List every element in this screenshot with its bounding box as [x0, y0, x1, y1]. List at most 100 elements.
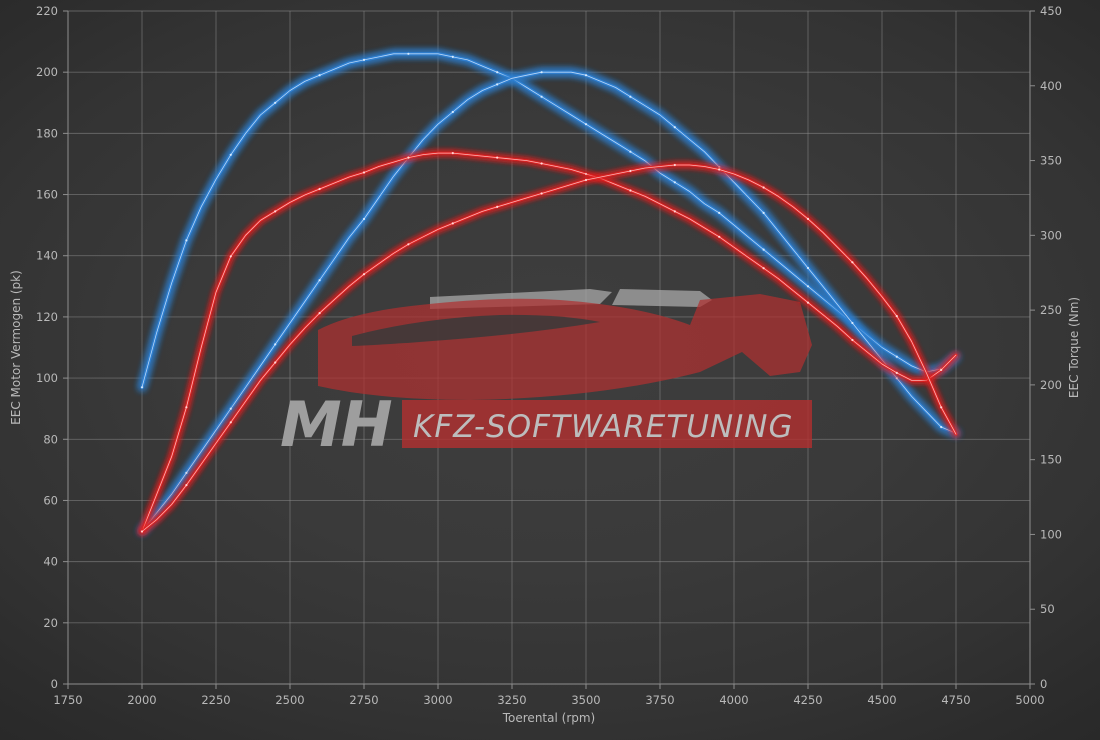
data-point-marker	[229, 255, 232, 258]
data-point-marker	[140, 386, 144, 389]
watermark-tagline: KFZ-SOFTWARETUNING	[413, 409, 794, 445]
data-point-marker	[584, 172, 588, 176]
data-point-marker	[851, 321, 854, 325]
data-point-marker	[274, 343, 277, 346]
axis-tick-label: 200	[36, 65, 58, 79]
data-point-marker	[895, 371, 898, 374]
axis-tick-label: 4750	[941, 693, 970, 707]
data-point-marker	[673, 181, 676, 184]
axis-tick-label: 2000	[127, 693, 156, 707]
series-core	[141, 71, 957, 532]
axis-tick-label: 5000	[1015, 693, 1044, 707]
axis-tick-label: 0	[51, 677, 58, 691]
car-silhouette-body	[318, 294, 812, 400]
data-point-marker	[718, 235, 721, 238]
data-point-marker	[806, 285, 810, 288]
data-point-marker	[540, 162, 543, 165]
data-point-marker	[762, 248, 765, 251]
data-point-marker	[629, 95, 632, 98]
axis-tick-label: 4250	[793, 693, 822, 707]
watermark: MH KFZ-SOFTWARETUNING	[280, 289, 812, 461]
axis-tick-label: 300	[1040, 228, 1062, 242]
car-silhouette-window	[352, 314, 600, 346]
watermark-banner	[402, 400, 812, 448]
data-point-marker	[851, 338, 854, 342]
series-core	[141, 164, 957, 532]
data-point-marker	[806, 266, 810, 270]
data-point-marker	[451, 152, 454, 155]
series-core	[141, 152, 957, 532]
data-point-marker	[540, 71, 543, 74]
data-point-marker	[185, 484, 188, 487]
data-point-marker	[407, 156, 410, 159]
data-point-marker	[407, 52, 410, 55]
axis-tick-label: EEC Motor Vermogen (pk)	[9, 270, 23, 425]
data-point-marker	[362, 273, 366, 276]
axis-tick-label: 4000	[719, 693, 748, 707]
axis-tick-label: 60	[43, 493, 58, 507]
data-point-marker	[895, 315, 898, 318]
axis-tick-label: 1750	[53, 693, 82, 707]
axis-tick-label: 120	[36, 310, 58, 324]
data-point-marker	[229, 407, 232, 410]
axis-tick-label: 100	[36, 371, 58, 385]
data-point-marker	[584, 123, 588, 126]
data-point-marker	[718, 168, 721, 171]
axis-tick-label: 200	[1040, 378, 1062, 392]
data-point-marker	[762, 267, 765, 270]
data-point-marker	[407, 243, 410, 246]
data-point-marker	[318, 279, 321, 282]
data-point-marker	[318, 74, 321, 77]
data-point-marker	[806, 301, 810, 304]
series-curves	[138, 50, 960, 535]
axis-tick-label: 2250	[201, 693, 230, 707]
axis-tick-label: 250	[1040, 303, 1062, 317]
axis-tick-label: 3000	[423, 693, 452, 707]
data-point-marker	[940, 425, 943, 429]
axis-tick-label: 160	[36, 188, 58, 202]
axis-tick-label: 0	[1040, 677, 1047, 691]
data-point-marker	[185, 239, 188, 242]
data-point-marker	[540, 95, 543, 98]
axis-tick-label: 20	[43, 616, 58, 630]
data-point-marker	[496, 83, 499, 86]
axes: 1750 2000 2250 2500 2750 3000 3250 3500 3750 4000…	[9, 4, 1081, 725]
data-point-marker	[673, 126, 676, 129]
data-point-marker	[185, 471, 188, 474]
data-point-marker	[718, 211, 721, 214]
data-point-marker	[673, 210, 676, 213]
data-point-marker	[940, 368, 943, 371]
data-point-marker	[762, 186, 765, 189]
axis-tick-label: 4500	[867, 693, 896, 707]
series-core	[141, 53, 957, 388]
data-point-marker	[496, 156, 499, 159]
data-point-marker	[140, 530, 144, 533]
data-point-marker	[629, 169, 632, 173]
data-point-marker	[540, 192, 543, 195]
axis-tick-label: 150	[1040, 453, 1062, 467]
data-point-marker	[229, 153, 232, 156]
data-point-marker	[629, 189, 632, 192]
axis-tick-label: Toerental (rpm)	[502, 711, 595, 725]
data-point-marker	[762, 211, 765, 214]
axis-tick-label: 100	[1040, 527, 1062, 541]
car-silhouette-rear-glass	[612, 289, 712, 307]
data-point-marker	[185, 406, 188, 409]
axis-tick-label: 3500	[571, 693, 600, 707]
data-point-marker	[673, 163, 676, 167]
data-point-marker	[451, 222, 454, 225]
axis-tick-label: 50	[1040, 602, 1055, 616]
axis-tick-label: 220	[36, 4, 58, 18]
data-point-marker	[274, 361, 277, 364]
axis-tick-label: 140	[36, 249, 58, 263]
axis-tick-label: 400	[1040, 79, 1062, 93]
axis-tick-label: EEC Torque (Nm)	[1067, 297, 1081, 398]
axis-tick-label: 350	[1040, 154, 1062, 168]
axis-tick-label: 40	[43, 555, 58, 569]
data-point-marker	[451, 110, 454, 114]
data-point-marker	[584, 178, 588, 182]
data-point-marker	[584, 74, 588, 77]
data-point-marker	[895, 355, 898, 358]
